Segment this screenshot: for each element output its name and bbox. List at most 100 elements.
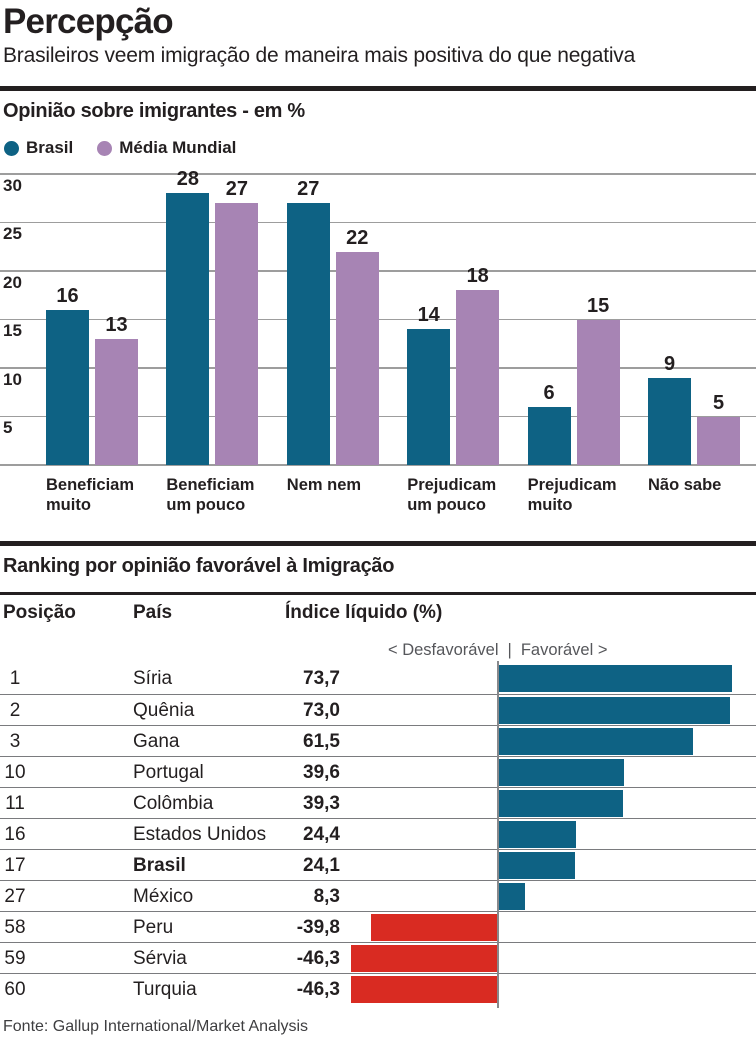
rank-country: Estados Unidos xyxy=(133,824,267,845)
rank-position: 10 xyxy=(4,762,26,783)
category-label-4: Prejudicam um pouco xyxy=(407,475,525,515)
category-label-2: Beneficiam um pouco xyxy=(166,475,284,515)
favorable-bar xyxy=(499,852,576,879)
gridline-25 xyxy=(0,221,756,223)
y-tick-label-30: 30 xyxy=(3,175,22,195)
world-bar-6 xyxy=(697,416,740,465)
category-label-line: um pouco xyxy=(166,496,246,514)
rank-value: 24,4 xyxy=(303,824,340,845)
masthead: Percepção Brasileiros veem imigração de … xyxy=(0,0,756,70)
bar-value-label: 27 xyxy=(297,178,320,201)
table-row: 27 México 8,3 xyxy=(0,880,756,911)
unfavorable-bar xyxy=(350,945,497,972)
category-label-line: Beneficiam xyxy=(46,476,135,494)
direction-separator: | xyxy=(507,641,512,659)
ranking-header-rule xyxy=(0,592,756,595)
section-divider-rule-2 xyxy=(0,541,756,546)
table-row: 58 Peru -39,8 xyxy=(0,911,756,942)
unfavorable-bar xyxy=(371,914,497,941)
direction-labels: < Desfavorável | Favorável > xyxy=(388,641,607,659)
favorable-bar xyxy=(499,697,730,724)
direction-label-row: < Desfavorável | Favorável > xyxy=(0,641,756,659)
category-label-3: Nem nem xyxy=(287,475,405,495)
legend-label-media-mundial: Média Mundial xyxy=(119,138,237,157)
rank-value: -46,3 xyxy=(296,979,340,1000)
category-label-1: Beneficiam muito xyxy=(46,475,164,515)
bar-value-label: 18 xyxy=(466,265,489,288)
opinion-chart-title: Opinião sobre imigrantes - em % xyxy=(3,100,305,122)
bar-value-label: 28 xyxy=(176,168,200,191)
rank-country: Gana xyxy=(133,731,180,752)
favorable-bar xyxy=(499,759,625,786)
rank-country: Portugal xyxy=(133,762,204,783)
legend-item-brasil: Brasil xyxy=(4,138,73,158)
bar-value-label: 13 xyxy=(105,313,128,336)
bar-value-label: 16 xyxy=(56,284,79,307)
brasil-bar-2 xyxy=(166,193,210,465)
bar-value-label: 6 xyxy=(543,381,555,404)
category-label-line: Beneficiam xyxy=(166,476,255,494)
y-tick-label-20: 20 xyxy=(3,272,22,292)
table-row: 2 Quênia 73,0 xyxy=(0,694,756,725)
favorable-bar xyxy=(499,821,577,848)
column-header-posicao: Posição xyxy=(3,602,76,623)
rank-value: 61,5 xyxy=(303,731,340,752)
favorable-bar xyxy=(499,790,624,817)
rank-position: 27 xyxy=(4,886,26,907)
page-subtitle: Brasileiros veem imigração de maneira ma… xyxy=(3,44,636,67)
column-header-indice: Índice líquido (%) xyxy=(285,602,443,623)
world-bar-1 xyxy=(95,338,138,465)
rank-value: 39,6 xyxy=(303,762,340,783)
rank-country: México xyxy=(133,886,194,907)
category-label-line: Prejudicam xyxy=(407,476,497,494)
table-row: 60 Turquia -46,3 xyxy=(0,973,756,1004)
rank-country: Colômbia xyxy=(133,793,214,814)
rank-position: 16 xyxy=(4,824,26,845)
bar-value-label: 22 xyxy=(346,226,369,249)
world-bar-2 xyxy=(215,203,259,465)
opinion-bar-chart: 5 10 15 20 25 30 16 13 Beneficiam muito 28 27 Benefi… xyxy=(0,165,756,523)
bar-value-label: 9 xyxy=(663,352,676,375)
rank-value: 8,3 xyxy=(313,886,340,907)
unfavorable-bar xyxy=(350,976,497,1003)
bar-value-label: 5 xyxy=(712,391,725,414)
gridline-30 xyxy=(0,173,756,175)
rank-country: Turquia xyxy=(133,979,197,1000)
bar-value-label: 27 xyxy=(225,178,249,201)
rank-position: 59 xyxy=(4,948,26,969)
rank-value: -39,8 xyxy=(296,917,340,938)
category-label-line: Não sabe xyxy=(648,476,722,494)
world-bar-5 xyxy=(576,319,620,465)
ranking-title: Ranking por opinião favorável à Imigraçã… xyxy=(3,555,395,577)
brasil-bar-4 xyxy=(407,329,451,465)
table-row: 17 Brasil 24,1 xyxy=(0,849,756,880)
rank-position: 17 xyxy=(4,855,26,876)
y-tick-label-10: 10 xyxy=(3,369,22,389)
rank-position: 1 xyxy=(9,668,21,689)
rank-value: 39,3 xyxy=(303,793,340,814)
favorable-bar xyxy=(499,665,732,692)
rank-position: 60 xyxy=(4,979,26,1000)
rank-value: 73,7 xyxy=(303,668,340,689)
rank-position: 58 xyxy=(4,917,26,938)
category-label-6: Não sabe xyxy=(648,475,756,495)
rank-value: -46,3 xyxy=(296,948,340,969)
world-bar-3 xyxy=(335,251,379,465)
category-label-line: Prejudicam xyxy=(527,476,617,494)
rank-country: Quênia xyxy=(133,700,195,721)
brasil-legend-dot-icon xyxy=(4,140,19,156)
rank-position: 11 xyxy=(5,793,25,814)
y-tick-label-15: 15 xyxy=(3,321,22,340)
rank-country: Brasil xyxy=(133,855,186,876)
table-row: 59 Sérvia -46,3 xyxy=(0,942,756,973)
table-row: 11 Colômbia 39,3 xyxy=(0,787,756,818)
chart-legend: Brasil Média Mundial xyxy=(4,138,756,158)
source-credit: Fonte: Gallup International/Market Analy… xyxy=(3,1018,309,1035)
brasil-bar-3 xyxy=(286,203,330,465)
rank-country: Síria xyxy=(133,668,173,689)
category-label-line: muito xyxy=(46,496,91,514)
rank-country: Peru xyxy=(133,917,174,938)
table-row: 1 Síria 73,7 xyxy=(0,663,756,694)
category-label-line: um pouco xyxy=(407,496,487,514)
category-label-5: Prejudicam muito xyxy=(528,475,646,515)
